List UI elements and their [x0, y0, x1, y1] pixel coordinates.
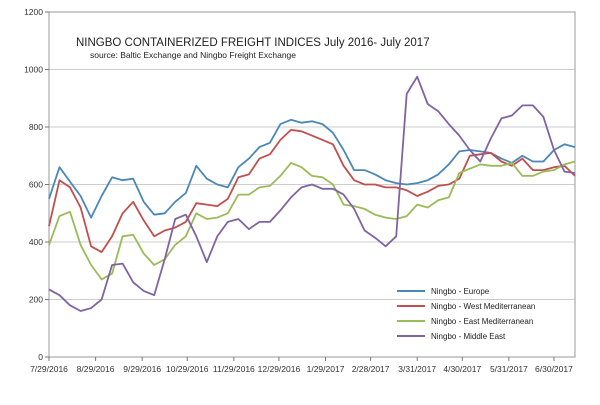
series-line-ningbo-west-mediterranean — [48, 128, 576, 254]
x-axis-ticks: 7/29/2016 8/29/2016 9/29/2016 10/29/2016 11/… — [30, 357, 573, 374]
y-tick-label: 1000 — [24, 65, 43, 75]
x-tick-label: 4/30/2017 — [443, 364, 481, 374]
series-line-ningbo-middle-east — [48, 75, 576, 312]
y-axis-ticks: 0 200 400 600 800 1000 1200 — [24, 7, 49, 362]
y-tick-label: 1200 — [24, 7, 43, 17]
y-tick-label: 200 — [29, 295, 43, 305]
x-tick-label: 1/29/2017 — [307, 364, 345, 374]
legend-label-ningbo-middle-east: Ningbo - Middle East — [431, 332, 506, 341]
y-tick-label: 0 — [38, 352, 43, 362]
x-tick-label: 7/29/2016 — [30, 364, 68, 374]
x-tick-label: 10/29/2016 — [166, 364, 209, 374]
y-tick-label: 800 — [29, 122, 43, 132]
x-tick-label: 3/31/2017 — [398, 364, 436, 374]
y-tick-label: 600 — [29, 180, 43, 190]
x-tick-label: 6/30/2017 — [535, 364, 573, 374]
legend-label-ningbo-east-mediterranean: Ningbo - East Mediterranean — [431, 317, 533, 326]
series-line-ningbo-europe — [48, 118, 576, 219]
legend-label-ningbo-west-mediterranean: Ningbo - West Mediterranean — [431, 302, 535, 311]
x-tick-label: 9/29/2016 — [123, 364, 161, 374]
x-tick-label: 5/31/2017 — [490, 364, 528, 374]
legend-label-ningbo-europe: Ningbo - Europe — [431, 287, 490, 296]
chart-title: NINGBO CONTAINERIZED FREIGHT INDICES Jul… — [76, 37, 430, 49]
series-lines — [48, 75, 576, 312]
x-tick-label: 12/29/2016 — [258, 364, 301, 374]
y-tick-label: 400 — [29, 237, 43, 247]
x-tick-label: 11/29/2016 — [213, 364, 255, 374]
x-tick-label: 8/29/2016 — [77, 364, 115, 374]
series-line-ningbo-east-mediterranean — [48, 160, 576, 281]
chart-subtitle: source: Baltic Exchange and Ningbo Freig… — [90, 50, 296, 60]
x-tick-label: 2/28/2017 — [352, 364, 390, 374]
legend: Ningbo - Europe Ningbo - West Mediterrane… — [397, 287, 535, 341]
